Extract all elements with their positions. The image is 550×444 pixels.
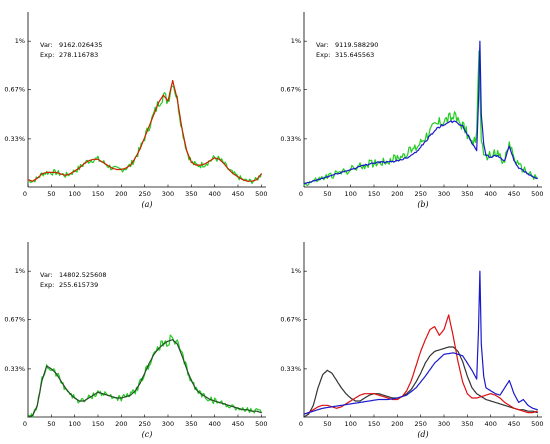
- x-tick-label: 50: [323, 420, 331, 428]
- x-tick-label: 0: [23, 190, 27, 198]
- x-tick-label: 400: [484, 190, 496, 198]
- series-line-2: [27, 79, 262, 182]
- x-tick-label: 300: [438, 420, 450, 428]
- x-tick-label: 500: [255, 420, 267, 428]
- stat-label: Exp:: [316, 51, 330, 59]
- x-tick-label: 250: [138, 190, 150, 198]
- x-tick-label: 0: [23, 420, 27, 428]
- x-tick-label: 200: [115, 190, 127, 198]
- x-tick-label: 50: [47, 420, 55, 428]
- x-tick-label: 100: [344, 190, 356, 198]
- x-tick-label: 50: [47, 190, 55, 198]
- x-tick-label: 500: [255, 190, 267, 198]
- y-tick-label: 1%: [15, 37, 25, 45]
- panel-caption: (c): [142, 430, 153, 439]
- panel-caption: (d): [417, 430, 428, 439]
- y-tick-label: 0.67%: [280, 315, 301, 323]
- x-tick-label: 450: [508, 190, 520, 198]
- x-tick-label: 400: [208, 190, 220, 198]
- x-tick-label: 300: [162, 420, 174, 428]
- x-tick-label: 100: [68, 190, 80, 198]
- y-tick-label: 0.33%: [280, 135, 301, 143]
- series-line-2: [303, 40, 538, 185]
- stat-label: Var:: [40, 271, 53, 279]
- x-tick-label: 50: [323, 190, 331, 198]
- x-tick-label: 450: [508, 420, 520, 428]
- x-tick-label: 350: [185, 420, 197, 428]
- x-tick-label: 250: [138, 420, 150, 428]
- x-tick-label: 0: [299, 190, 303, 198]
- y-tick-label: 0.67%: [4, 315, 25, 323]
- stat-value: 315.645563: [335, 51, 374, 59]
- x-tick-label: 150: [368, 190, 380, 198]
- series-line-1: [27, 85, 262, 185]
- stat-value: 14802.525608: [59, 271, 107, 279]
- x-tick-label: 250: [414, 420, 426, 428]
- chart-panel-4: 1% 0.67% 0.33% 0 50 100 150 200 250 300 350 400 450 5…: [280, 242, 544, 439]
- series-line-2: [27, 339, 262, 418]
- x-tick-label: 200: [391, 420, 403, 428]
- chart-panel-2: 1% 0.67% 0.33% 0 50 100 150 200 250 300 350 400 450 5…: [280, 12, 544, 209]
- stat-value: 278.116783: [59, 51, 98, 59]
- x-tick-label: 100: [68, 420, 80, 428]
- y-tick-label: 0.67%: [4, 85, 25, 93]
- series-line-1: [303, 50, 538, 187]
- x-tick-label: 0: [299, 420, 303, 428]
- chart-panel-3: 1% 0.67% 0.33% 0 50 100 150 200 250 300 350 400 450 5…: [4, 242, 268, 439]
- x-tick-label: 350: [461, 420, 473, 428]
- stat-value: 9119.588290: [335, 41, 378, 49]
- x-tick-label: 200: [391, 190, 403, 198]
- stat-label: Var:: [316, 41, 329, 49]
- panel-caption: (b): [417, 200, 428, 209]
- x-tick-label: 500: [531, 190, 543, 198]
- x-tick-label: 200: [115, 420, 127, 428]
- x-tick-label: 150: [368, 420, 380, 428]
- y-tick-label: 0.33%: [4, 365, 25, 373]
- chart-panel-1: 1% 0.67% 0.33% 0 50 100 150 200 250 300 350 400 450 5…: [4, 12, 268, 209]
- series-line-2: [303, 314, 538, 415]
- x-tick-label: 400: [208, 420, 220, 428]
- stat-label: Var:: [40, 41, 53, 49]
- x-tick-label: 150: [92, 190, 104, 198]
- x-tick-label: 350: [185, 190, 197, 198]
- y-tick-label: 1%: [15, 267, 25, 275]
- x-tick-label: 250: [414, 190, 426, 198]
- stat-label: Exp:: [40, 281, 54, 289]
- stat-value: 255.615739: [59, 281, 98, 289]
- x-tick-label: 350: [461, 190, 473, 198]
- x-tick-label: 100: [344, 420, 356, 428]
- y-tick-label: 1%: [291, 267, 301, 275]
- series-line-1: [303, 346, 538, 418]
- series-line-3: [303, 270, 538, 415]
- x-tick-label: 300: [162, 190, 174, 198]
- y-tick-label: 1%: [291, 37, 301, 45]
- x-tick-label: 400: [484, 420, 496, 428]
- x-tick-label: 450: [232, 420, 244, 428]
- x-tick-label: 500: [531, 420, 543, 428]
- x-tick-label: 150: [92, 420, 104, 428]
- y-tick-label: 0.33%: [280, 365, 301, 373]
- y-tick-label: 0.67%: [280, 85, 301, 93]
- stat-value: 9162.026435: [59, 41, 102, 49]
- x-tick-label: 450: [232, 190, 244, 198]
- panel-caption: (a): [141, 200, 152, 209]
- stat-label: Exp:: [40, 51, 54, 59]
- x-tick-label: 300: [438, 190, 450, 198]
- y-tick-label: 0.33%: [4, 135, 25, 143]
